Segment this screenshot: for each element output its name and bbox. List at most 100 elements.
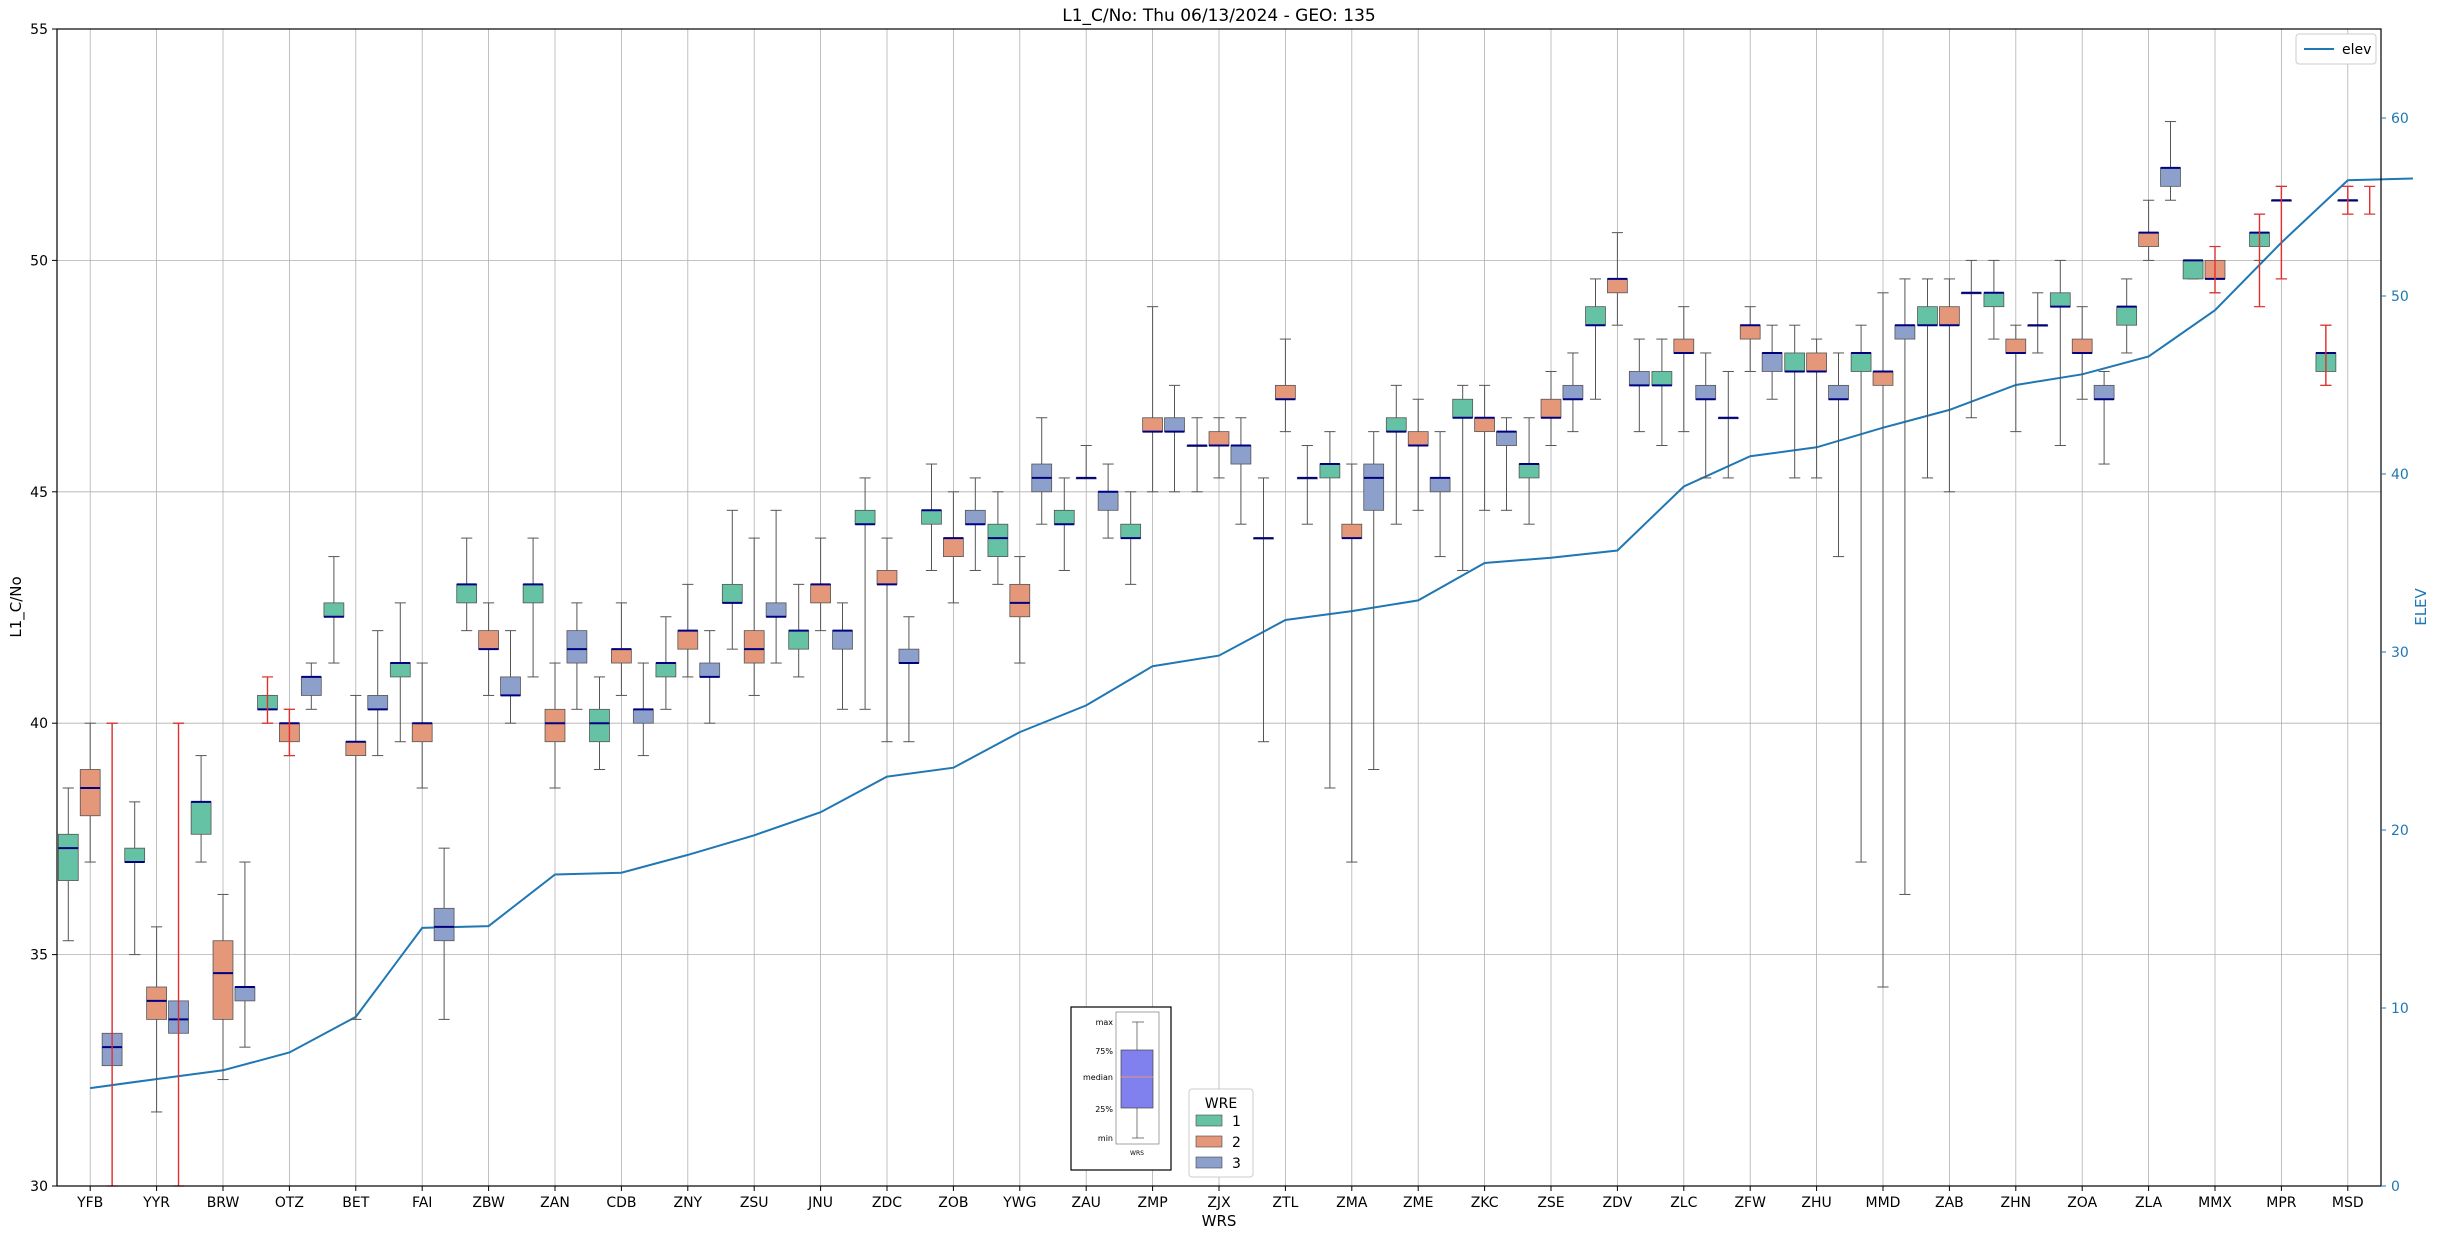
box-ZHU-wre1-iqr [1784,352,1806,372]
box-ZMA-wre3-iqr [1363,463,1385,511]
x-tick-label: ZKC [1471,1195,1499,1211]
box-ZFW-wre2-iqr [1739,324,1761,340]
box-ZMA-wre1-iqr [1319,463,1341,479]
box-ZLA-wre1-iqr [2116,306,2138,326]
x-tick-label: ZLA [2135,1195,2163,1211]
box-YWG-wre2-iqr [1009,583,1031,618]
box-ZSE-wre1-iqr [1518,463,1540,479]
box-ZDC-wre2-iqr [876,570,898,585]
box-ZOB-wre3-iqr [964,509,986,525]
box-ZMA-wre2-iqr [1341,523,1363,539]
y2-tick-label: 40 [2391,467,2409,483]
box-ZBW-wre1-iqr [456,583,478,604]
box-ZHN-wre1-iqr [1983,292,2005,308]
box-OTZ-wre3-iqr [300,676,322,696]
box-CDB-wre3-iqr [632,708,654,724]
wre-legend-label-2: 2 [1232,1135,1241,1151]
box-ZHU-wre3-iqr [1828,384,1849,400]
x-tick-label: ZNY [673,1195,702,1211]
box-ZME-wre2-iqr [1407,431,1429,446]
box-ZSU-wre3-iqr [765,602,787,618]
box-ZBW-wre2-iqr [478,630,499,650]
box-ZAN-wre1-iqr [522,583,544,604]
x-tick-label: MPR [2266,1195,2297,1211]
box-key-label-median: median [1083,1073,1113,1082]
y2-axis-label: ELEV [2412,587,2430,625]
elev-legend-label: elev [2342,42,2371,58]
box-YWG-wre1-iqr [987,523,1009,557]
box-YYR-wre1-iqr [124,847,146,863]
box-FAI-wre2-iqr [411,722,433,743]
x-tick-label: ZDC [872,1195,902,1211]
y-tick-label: 50 [30,253,48,269]
box-ZMP-wre3-iqr [1164,417,1185,433]
box-ZSE-wre2-iqr [1540,398,1562,419]
box-ZOA-wre1-iqr [2049,292,2071,308]
x-tick-label: ZLC [1670,1195,1697,1211]
x-tick-label: BET [342,1195,369,1211]
box-BRW-wre1-iqr [190,801,212,835]
box-ZFW-wre3-iqr [1761,352,1783,372]
x-tick-label: BRW [207,1195,240,1211]
x-tick-label: ZMA [1336,1195,1368,1211]
box-ZKC-wre1-iqr [1452,398,1474,419]
box-ZKC-wre3-iqr [1496,431,1517,446]
x-tick-label: ZHN [2001,1195,2032,1211]
x-tick-label: ZHU [1801,1195,1831,1211]
box-key-label-min: min [1098,1134,1113,1143]
x-tick-label: ZAB [1935,1195,1964,1211]
y-axis-label: L1_C/No [7,576,26,637]
elev-legend-frame [2295,33,2377,65]
box-CDB-wre2-iqr [611,648,632,664]
box-ZNY-wre3-iqr [699,662,721,678]
box-MMD-wre3-iqr [1894,324,1916,340]
box-ZHN-wre2-iqr [2005,338,2027,354]
x-tick-label: YYR [142,1195,170,1211]
x-tick-label: FAI [412,1195,432,1211]
wre-legend: WRE 1 2 3 [1188,1088,1254,1178]
x-tick-label: OTZ [275,1195,304,1211]
box-ZSE-wre3-iqr [1562,384,1584,400]
box-ZAU-wre1-iqr [1053,509,1075,525]
box-ZSU-wre2-iqr [743,630,765,664]
wre-legend-title: WRE [1205,1096,1237,1112]
box-JNU-wre1-iqr [788,630,810,650]
box-ZLC-wre1-iqr [1651,371,1673,386]
wre-legend-swatch-3 [1195,1156,1223,1169]
x-tick-label: ZOA [2067,1195,2097,1211]
box-ZOB-wre2-iqr [943,537,964,557]
box-JNU-wre2-iqr [810,583,831,604]
elev-line [90,177,2413,1090]
box-ZNY-wre1-iqr [655,662,677,678]
box-MMD-wre2-iqr [1872,371,1894,386]
y2-tick-label: 50 [2391,289,2409,305]
y-tick-label: 35 [30,948,48,964]
box-BET-wre2-iqr [345,741,367,756]
box-ZDC-wre3-iqr [898,648,920,664]
box-key-inset: max 75% median 25% min WRS [1070,1006,1172,1171]
box-YFB-wre1-iqr [57,833,79,881]
wre-legend-swatch-1 [1195,1114,1223,1127]
y2-tick-label: 60 [2391,111,2409,127]
box-key-label-25: 25% [1095,1105,1113,1114]
box-ZNY-wre2-iqr [677,630,699,650]
x-tick-label: ZAN [540,1195,570,1211]
x-tick-label: ZJX [1207,1195,1231,1211]
box-ZOA-wre3-iqr [2093,384,2115,400]
box-ZLA-wre3-iqr [2160,167,2181,187]
wre-legend-label-1: 1 [1232,1114,1241,1130]
box-ZKC-wre2-iqr [1474,417,1495,433]
box-BET-wre3-iqr [367,695,389,710]
box-ZME-wre1-iqr [1385,417,1407,433]
x-tick-label: ZDV [1603,1195,1633,1211]
box-ZJX-wre2-iqr [1208,431,1230,446]
x-tick-label: ZME [1403,1195,1434,1211]
box-BRW-wre3-iqr [234,986,256,1002]
box-JNU-wre3-iqr [832,630,853,650]
box-ZHU-wre2-iqr [1806,352,1827,372]
box-key-box [1120,1049,1154,1109]
box-ZAB-wre1-iqr [1917,306,1938,326]
box-ZOB-wre1-iqr [921,509,942,525]
box-ZAB-wre2-iqr [1939,306,1960,326]
x-tick-label: ZSU [740,1195,769,1211]
